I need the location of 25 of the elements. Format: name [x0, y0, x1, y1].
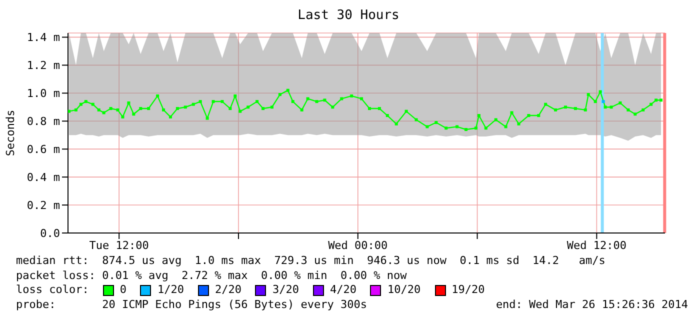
- legend-label: 1/20: [157, 283, 184, 298]
- x-tick-label: Wed 00:00: [328, 238, 388, 252]
- y-tick-label: 0.4 m: [26, 170, 60, 184]
- x-tick-label: Tue 12:00: [89, 238, 149, 252]
- x-tick-label: Wed 12:00: [566, 238, 626, 252]
- legend-label: 10/20: [387, 283, 421, 298]
- y-tick-label: 0.6 m: [26, 142, 60, 156]
- legend-label: 19/20: [452, 283, 485, 298]
- legend-label: 0: [120, 283, 126, 298]
- chart-title: Last 30 Hours: [296, 8, 400, 23]
- y-tick-label: 1.0 m: [26, 87, 60, 100]
- text: probe: 20 ICMP Echo Pings (56 Bytes) every 300s: [16, 298, 367, 312]
- y-tick-label: 0.8 m: [26, 115, 60, 128]
- legend-label: 2/20: [214, 283, 242, 298]
- legend-title: loss color:: [16, 283, 89, 298]
- text: end: Wed Mar 26 15:26:36 2014: [496, 298, 688, 312]
- y-tick-label: 0.0: [40, 226, 60, 240]
- y-axis-title: Seconds: [4, 110, 17, 156]
- y-tick-label: 0.2 m: [26, 198, 60, 212]
- legend-label: 4/20: [330, 283, 356, 298]
- text: packet loss: 0.01 % avg 2.72 % max 0.00 % min 0.00 % now: [16, 268, 408, 283]
- legend-label: 3/20: [272, 283, 299, 298]
- y-tick-label: 1.2 m: [26, 59, 60, 72]
- text: median rtt: 874.5 us avg 1.0 ms max 729.3 us min 946.3 us now 0.1 ms sd 14.2 am/s: [16, 254, 606, 268]
- y-tick-label: 1.4 m: [26, 31, 60, 44]
